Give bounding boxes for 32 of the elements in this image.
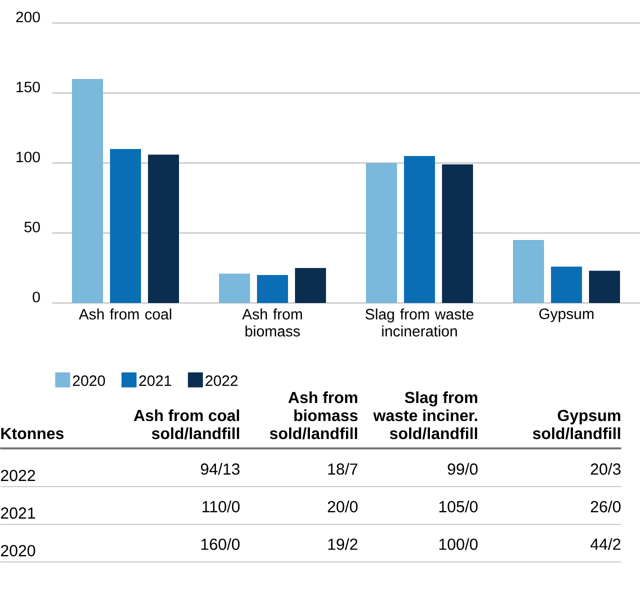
x-tick-label: Gypsum: [539, 308, 594, 322]
x-tick-label: Ash from coal: [78, 308, 172, 320]
text: 44/2: [590, 538, 620, 550]
y-tick-label: 0: [32, 292, 40, 302]
category-label: 2020: [1, 545, 36, 556]
text: 105/0: [439, 500, 478, 512]
category-label: Gypsum sold/landfill: [532, 410, 620, 440]
x-tick-label: Ash from biomass: [242, 308, 302, 337]
category-label: 2022: [1, 470, 35, 482]
x-tick-label: Slag from waste incineration: [366, 308, 474, 337]
text: 160/0: [201, 538, 240, 550]
text: Ktonnes: [1, 428, 64, 440]
y-tick-label: 50: [24, 222, 40, 232]
y-tick-label: 150: [16, 82, 40, 92]
category-label: Slag from waste inciner. sold/landfill: [373, 391, 478, 440]
text: 99/0: [448, 463, 478, 475]
text: 20/3: [590, 463, 620, 475]
text: 18/7: [328, 463, 358, 475]
category-label: Ash from coal sold/landfill: [134, 409, 240, 440]
text: 94/13: [200, 463, 240, 475]
text: 110/0: [202, 500, 240, 512]
legend-label: 2021: [139, 375, 172, 386]
legend-label: 2022: [206, 375, 238, 386]
y-tick-label: 200: [16, 12, 40, 22]
text: 26/0: [590, 500, 621, 512]
text: 20/0: [328, 500, 358, 512]
text: 100/0: [439, 538, 478, 550]
category-label: 2021: [1, 507, 36, 519]
legend-label: 2020: [72, 375, 105, 386]
text: 19/2: [328, 538, 358, 550]
category-label: Ash from biomass sold/landfill: [270, 391, 358, 440]
y-tick-label: 100: [16, 152, 40, 162]
